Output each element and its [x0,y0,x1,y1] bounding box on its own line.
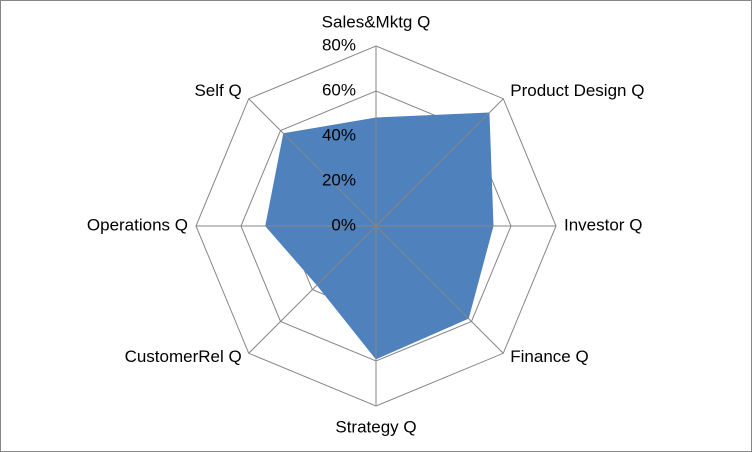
category-label: Finance Q [510,347,588,366]
tick-label: 80% [322,35,356,54]
category-label: Operations Q [87,215,188,234]
category-label: Product Design Q [510,81,644,100]
category-label: Investor Q [564,215,642,234]
spoke [375,225,504,354]
tick-label: 60% [322,80,356,99]
spoke [248,225,377,354]
category-label: Self Q [194,81,241,100]
spoke [375,98,504,227]
tick-label: 20% [322,170,356,189]
category-label: Sales&Mktg Q [322,12,431,31]
tick-label: 40% [322,125,356,144]
category-label: CustomerRel Q [125,347,242,366]
spoke [248,98,377,227]
tick-label: 0% [331,215,356,234]
category-label: Strategy Q [335,417,416,436]
